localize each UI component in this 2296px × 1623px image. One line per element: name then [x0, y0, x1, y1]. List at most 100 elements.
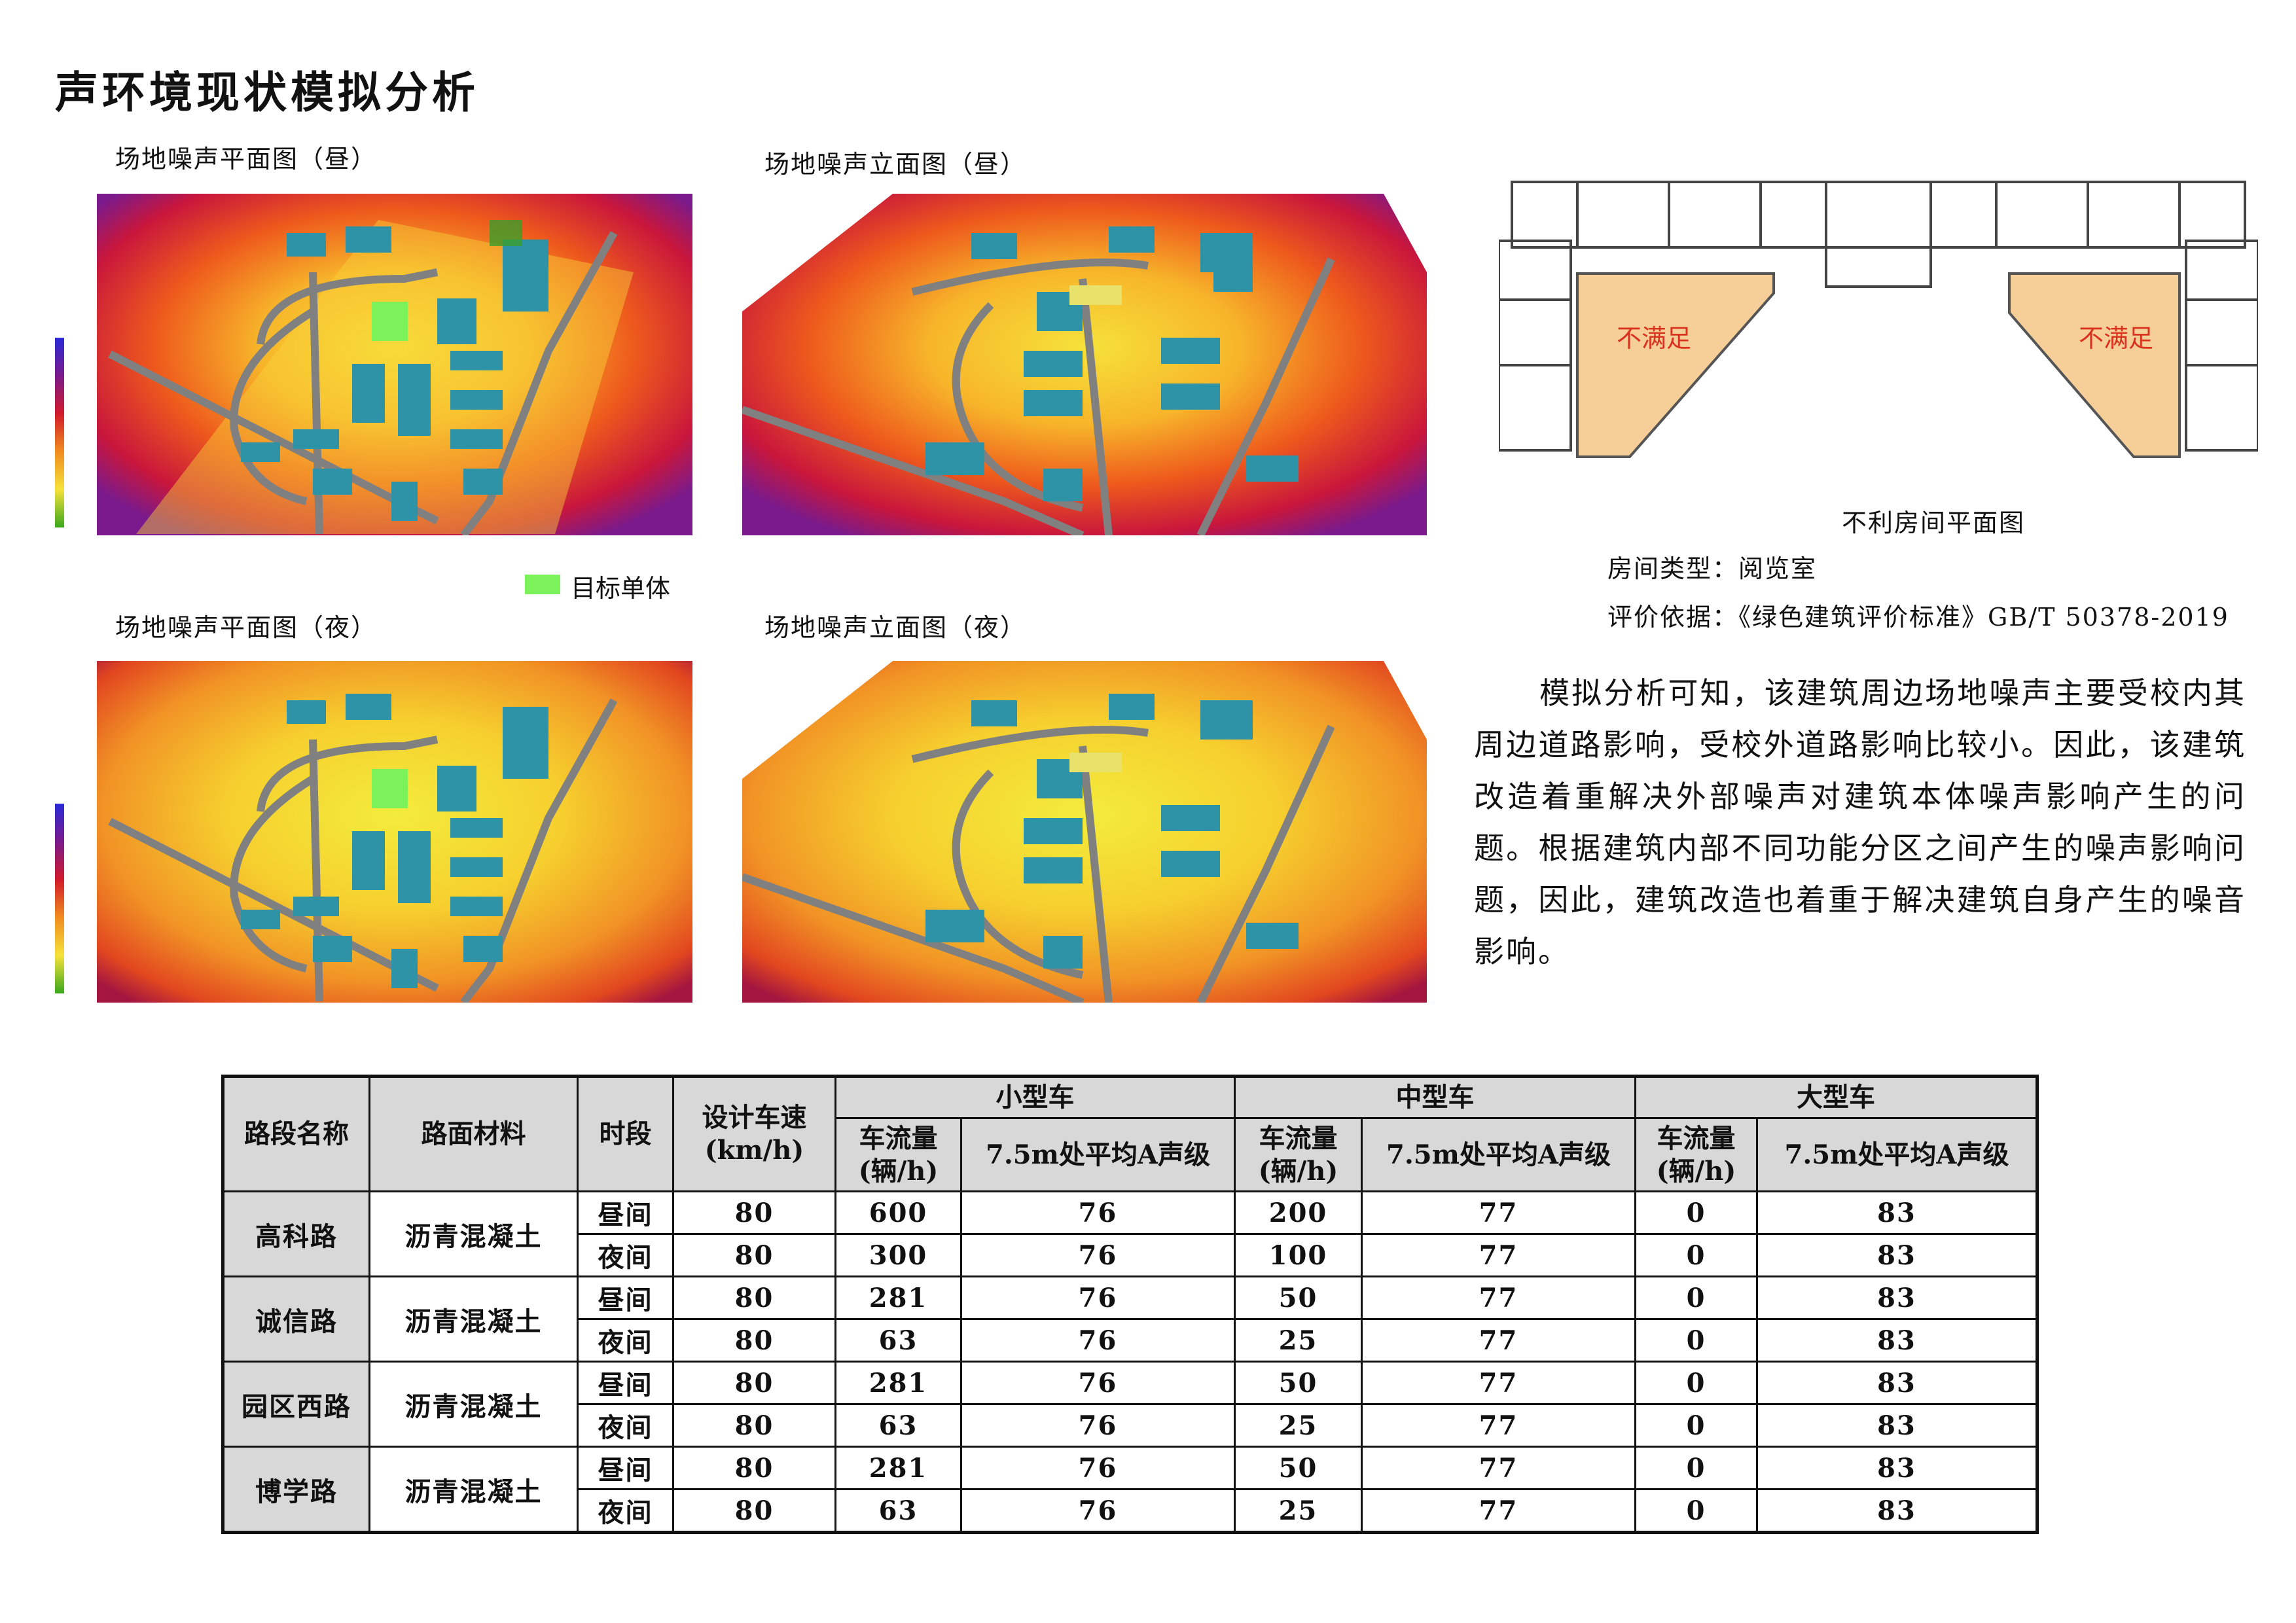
table-row: 园区西路 沥青混凝土 昼间 80 281 76 50 77 0 83 [222, 1361, 2038, 1448]
header-flow: 车流量(辆/h) [834, 1117, 962, 1192]
value-cell: 0 [1634, 1403, 1758, 1448]
noise-elev-night-map [742, 661, 1427, 1003]
value-cell: 77 [1361, 1446, 1636, 1490]
value-cell: 0 [1634, 1446, 1758, 1490]
value-cell: 80 [672, 1275, 836, 1320]
value-cell: 76 [960, 1190, 1236, 1235]
value-cell: 63 [834, 1318, 962, 1363]
header-period: 时段 [577, 1075, 674, 1192]
period-cell: 夜间 [577, 1318, 674, 1363]
caption-elev-day: 场地噪声立面图（昼） [764, 150, 1027, 179]
value-cell: 80 [672, 1190, 836, 1235]
analysis-paragraph: 模拟分析可知，该建筑周边场地噪声主要受校内其周边道路影响，受校外道路影响比较小。… [1474, 668, 2246, 978]
table-row: 高科路 沥青混凝土 昼间 80 600 76 200 77 0 83 [222, 1190, 2038, 1277]
table-row: 夜间 80 63 76 25 77 0 83 [223, 1488, 2038, 1533]
value-cell: 76 [960, 1361, 1236, 1405]
value-cell: 77 [1361, 1361, 1636, 1405]
value-cell: 50 [1234, 1446, 1363, 1490]
value-cell: 83 [1756, 1361, 2038, 1405]
value-cell: 25 [1234, 1488, 1363, 1533]
header-surface: 路面材料 [368, 1075, 579, 1192]
traffic-table: 路段名称 路面材料 时段 设计车速(km/h) 小型车 中型车 大型车 车流量(… [221, 1075, 2039, 1534]
value-cell: 281 [834, 1361, 962, 1405]
period-cell: 夜间 [577, 1233, 674, 1277]
legend-label: 目标单体 [571, 574, 671, 603]
value-cell: 83 [1756, 1233, 2038, 1277]
table-row: 博学路 沥青混凝土 昼间 80 281 76 50 77 0 83 [222, 1446, 2038, 1533]
noise-plan-day-map [97, 194, 692, 535]
period-cell: 昼间 [577, 1275, 674, 1320]
value-cell: 50 [1234, 1361, 1363, 1405]
legend-swatch-target [525, 575, 560, 594]
value-cell: 77 [1361, 1403, 1636, 1448]
value-cell: 83 [1756, 1190, 2038, 1235]
value-cell: 77 [1361, 1488, 1636, 1533]
value-cell: 83 [1756, 1318, 2038, 1363]
value-cell: 0 [1634, 1318, 1758, 1363]
table-body: 高科路 沥青混凝土 昼间 80 600 76 200 77 0 83 夜间 80 300 76 100 77 0… [222, 1190, 2038, 1533]
surface-cell: 沥青混凝土 [368, 1275, 579, 1363]
page-title: 声环境现状模拟分析 [55, 67, 479, 118]
value-cell: 77 [1361, 1275, 1636, 1320]
table-row: 夜间 80 63 76 25 77 0 83 [223, 1403, 2038, 1448]
room-type: 房间类型：阅览室 [1607, 554, 1818, 583]
evaluation-basis: 评价依据：《绿色建筑评价标准》GB/T 50378-2019 [1607, 603, 2229, 632]
value-cell: 300 [834, 1233, 962, 1277]
header-road: 路段名称 [222, 1075, 370, 1192]
value-cell: 0 [1634, 1488, 1758, 1533]
value-cell: 76 [960, 1446, 1236, 1490]
road-name-cell: 园区西路 [222, 1361, 370, 1448]
period-cell: 昼间 [577, 1446, 674, 1490]
value-cell: 25 [1234, 1403, 1363, 1448]
header-small-vehicle: 小型车 [834, 1075, 1236, 1119]
value-cell: 76 [960, 1403, 1236, 1448]
color-scale-bar-night [55, 804, 64, 993]
value-cell: 76 [960, 1275, 1236, 1320]
road-name-cell: 诚信路 [222, 1275, 370, 1363]
value-cell: 0 [1634, 1275, 1758, 1320]
header-large-vehicle: 大型车 [1634, 1075, 2038, 1119]
value-cell: 80 [672, 1446, 836, 1490]
value-cell: 80 [672, 1361, 836, 1405]
header-flow: 车流量(辆/h) [1634, 1117, 1758, 1192]
road-name-cell: 高科路 [222, 1190, 370, 1277]
caption-plan-day: 场地噪声平面图（昼） [115, 145, 378, 173]
floor-plan-caption: 不利房间平面图 [1842, 508, 2026, 537]
value-cell: 63 [834, 1403, 962, 1448]
value-cell: 0 [1634, 1190, 1758, 1235]
noise-plan-night-map [97, 661, 692, 1003]
value-cell: 600 [834, 1190, 962, 1235]
value-cell: 83 [1756, 1275, 2038, 1320]
value-cell: 77 [1361, 1190, 1636, 1235]
value-cell: 83 [1756, 1446, 2038, 1490]
value-cell: 25 [1234, 1318, 1363, 1363]
color-scale-bar [55, 338, 64, 527]
table-row: 夜间 80 63 76 25 77 0 83 [223, 1318, 2038, 1363]
period-cell: 夜间 [577, 1488, 674, 1533]
value-cell: 0 [1634, 1233, 1758, 1277]
value-cell: 63 [834, 1488, 962, 1533]
surface-cell: 沥青混凝土 [368, 1361, 579, 1448]
value-cell: 0 [1634, 1361, 1758, 1405]
floor-plan-drawing [1498, 169, 2259, 470]
analysis-text: 模拟分析可知，该建筑周边场地噪声主要受校内其周边道路影响，受校外道路影响比较小。… [1474, 675, 2246, 969]
value-cell: 80 [672, 1488, 836, 1533]
header-flow: 车流量(辆/h) [1234, 1117, 1363, 1192]
value-cell: 100 [1234, 1233, 1363, 1277]
value-cell: 83 [1756, 1403, 2038, 1448]
value-cell: 281 [834, 1446, 962, 1490]
period-cell: 夜间 [577, 1403, 674, 1448]
value-cell: 77 [1361, 1318, 1636, 1363]
period-cell: 昼间 [577, 1190, 674, 1235]
value-cell: 80 [672, 1233, 836, 1277]
value-cell: 76 [960, 1318, 1236, 1363]
header-level: 7.5m处平均A声级 [1361, 1117, 1636, 1192]
caption-elev-night: 场地噪声立面图（夜） [764, 613, 1027, 642]
value-cell: 76 [960, 1488, 1236, 1533]
header-speed: 设计车速(km/h) [672, 1075, 836, 1192]
header-level: 7.5m处平均A声级 [1756, 1117, 2038, 1192]
value-cell: 281 [834, 1275, 962, 1320]
surface-cell: 沥青混凝土 [368, 1190, 579, 1277]
period-cell: 昼间 [577, 1361, 674, 1405]
value-cell: 200 [1234, 1190, 1363, 1235]
